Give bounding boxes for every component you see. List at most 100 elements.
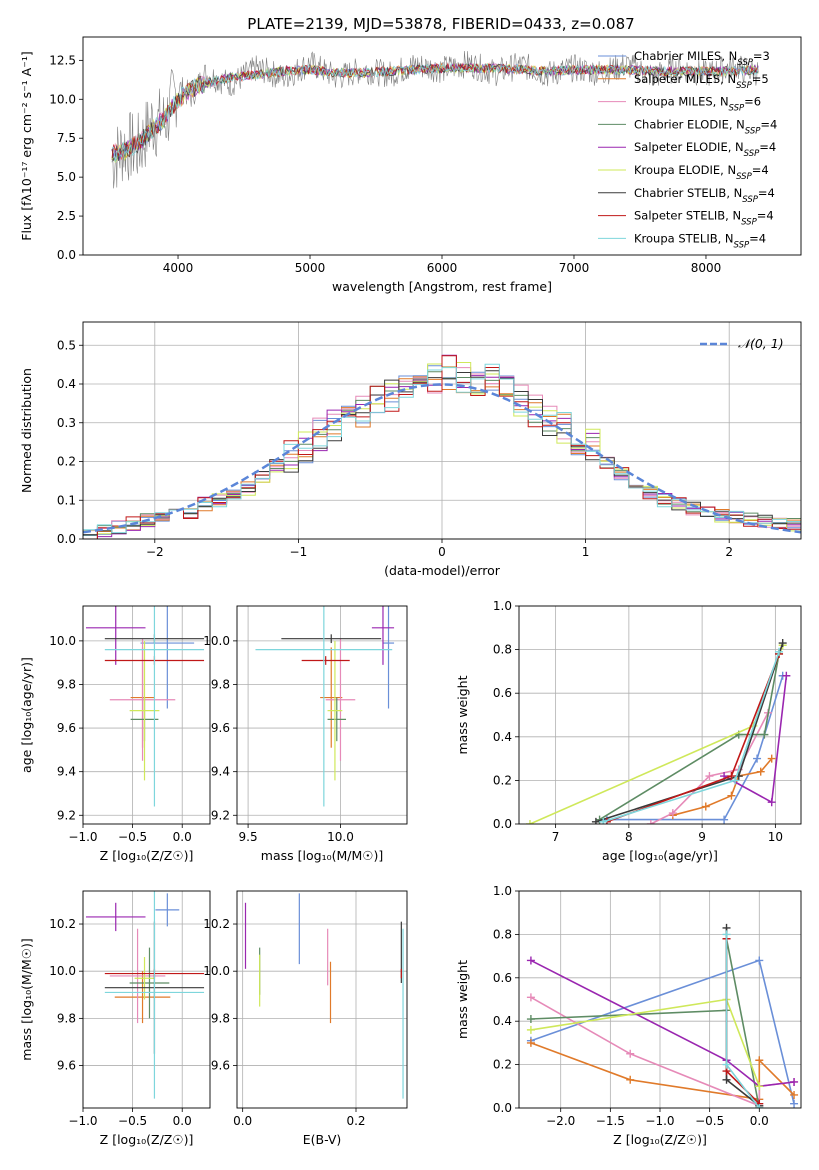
mass_weight_vs_age-weight-marker (767, 754, 776, 763)
mass_weight_vs_age-ytick-label: 1.0 (493, 599, 512, 613)
mass_weight_vs_Z-xlabel: Z [log₁₀(Z/Z☉)] (613, 1132, 707, 1147)
mass_vs_Z-ylabel: mass [log₁₀(M/M☉)] (19, 938, 34, 1060)
mass_vs_Z-ytick-label: 10.0 (49, 964, 76, 978)
mass_weight_vs_age-weight-marker (591, 817, 600, 824)
age_vs_Z-xlabel: Z [log₁₀(Z/Z☉)] (100, 848, 194, 863)
mass_weight_vs_Z-ytick-label: 0.6 (493, 971, 512, 985)
mass_weight_vs_Z-weight-marker (755, 1082, 764, 1091)
mass_weight_vs_Z-weight-marker (526, 1038, 535, 1047)
age_vs_Z-ytick-label: 10.0 (49, 634, 76, 648)
mass_weight_vs_age-ytick-label: 0.6 (493, 686, 512, 700)
mass_vs_Z-ytick-label: 9.6 (57, 1059, 76, 1073)
residuals-ytick-label: 0.3 (57, 416, 76, 430)
mass_weight_vs_age-weight-marker (705, 772, 714, 781)
mass_weight_vs_age-weight-marker (753, 754, 762, 763)
residual-histogram-step (83, 355, 801, 539)
age_vs_mass-ytick-label: 9.4 (211, 765, 230, 779)
normal-distribution-curve (83, 383, 801, 534)
age_vs_mass-ytick-label: 9.2 (211, 808, 230, 822)
mass_weight_vs_Z-ytick-label: 1.0 (493, 884, 512, 898)
mass_vs_Z-xtick-label: 0.0 (173, 1114, 192, 1128)
mass_weight_vs_age-weight-marker (525, 820, 534, 824)
residuals-xlabel: (data-model)/error (384, 563, 501, 578)
mass_weight_vs_age-weight-marker (599, 817, 608, 824)
mass_vs_EBV-xtick-label: 0.0 (233, 1114, 252, 1128)
residuals-ytick-label: 0.2 (57, 455, 76, 469)
residuals-xtick-label: 1 (582, 545, 590, 559)
mass_weight_vs_age-ytick-label: 0.2 (493, 773, 512, 787)
mass_vs_Z-frame (82, 890, 211, 1109)
mass_weight_vs_Z-weight-marker (526, 956, 535, 965)
age_vs_mass-xtick-label: 10.0 (327, 830, 354, 844)
mass_weight_vs_age-weight-marker (775, 647, 784, 656)
mass_weight_vs_age-weight-marker (646, 820, 655, 824)
mass_weight_vs_Z-weight-marker (790, 1099, 799, 1108)
mass_weight_vs_age-weight-marker (731, 776, 740, 785)
mass_weight_vs_age-weight-marker (668, 809, 677, 818)
spectrum-plot-area (111, 50, 759, 189)
residuals-plot-area (83, 354, 801, 539)
mass_weight_vs_age-xtick-label: 10 (768, 830, 783, 844)
mass_weight_vs_age-xtick-label: 9 (698, 830, 706, 844)
age_vs_Z-xtick-label: −1.0 (68, 830, 97, 844)
residuals-ytick-label: 0.1 (57, 493, 76, 507)
legend-entry-label: Salpeter ELODIE, NSSP=4 (634, 140, 776, 159)
age_vs_Z-ytick-label: 9.6 (57, 721, 76, 735)
mass_weight_vs_age-xlabel: age [log₁₀(age/yr)] (602, 848, 718, 863)
age_vs_Z-plot-area (85, 606, 205, 807)
mass_weight_vs_Z-weight-marker (722, 1060, 731, 1069)
mass_weight_vs_Z-ytick-label: 0.8 (493, 927, 512, 941)
spectrum-xtick-label: 4000 (163, 261, 194, 275)
mass_weight_vs_Z-weight-marker (722, 1075, 731, 1084)
spectrum-model-line (111, 62, 759, 162)
age_vs_Z-ytick-label: 9.2 (57, 808, 76, 822)
residuals-ytick-label: 0.0 (57, 532, 76, 546)
age_vs_Z-xtick-label: −0.5 (118, 830, 147, 844)
mass_weight_vs_age-frame (518, 605, 802, 825)
residuals-ytick-label: 0.5 (57, 338, 76, 352)
spectrum-ytick-label: 10.0 (49, 92, 76, 106)
age_vs_mass-ytick-label: 9.8 (211, 677, 230, 691)
mass_weight_vs_Z-weight-marker (626, 1075, 635, 1084)
mass_weight_vs_age-weight-marker (701, 802, 710, 811)
legend-entry-label: Salpeter STELIB, NSSP=4 (634, 209, 774, 228)
residuals-xtick-label: −1 (290, 545, 308, 559)
legend-entry-label: Kroupa MILES, NSSP=6 (634, 95, 761, 114)
mass_weight_vs_Z-weight-line (530, 959, 795, 1088)
mass_weight_vs_Z-weight-line (530, 998, 761, 1087)
residuals-frame (82, 321, 802, 540)
mass_weight_vs_age-plot-area (525, 639, 791, 824)
mass_vs_Z-plot-area (85, 891, 205, 1099)
legend-entry-label: Kroupa STELIB, NSSP=4 (634, 231, 766, 250)
mass_weight_vs_Z-xtick-label: 0.0 (750, 1114, 769, 1128)
legend-normal-label: 𝒩(0, 1) (738, 336, 784, 351)
legend-entry-label: Chabrier MILES, NSSP=3 (634, 49, 770, 68)
mass_weight_vs_Z-weight-marker (755, 1056, 764, 1065)
age_vs_mass-frame (236, 605, 408, 825)
mass_weight_vs_age-weight-marker (767, 798, 776, 807)
spectrum-xtick-label: 8000 (691, 261, 722, 275)
mass_weight_vs_age-xtick-label: 7 (552, 830, 560, 844)
mass_weight_vs_Z-weight-marker (626, 1049, 635, 1058)
spectrum-ytick-label: 7.5 (57, 131, 76, 145)
spectrum-ytick-label: 5.0 (57, 170, 76, 184)
age_vs_mass-xlabel: mass [log₁₀(M/M☉)] (261, 848, 383, 863)
mass_weight_vs_Z-xtick-label: −0.5 (695, 1114, 724, 1128)
mass_weight_vs_age-weight-marker (756, 767, 765, 776)
spectrum-xlabel: wavelength [Angstrom, rest frame] (332, 279, 552, 294)
mass_weight_vs_Z-xtick-label: −2.0 (546, 1114, 575, 1128)
residuals-xtick-label: 0 (438, 545, 446, 559)
mass_vs_EBV-xtick-label: 0.2 (346, 1114, 365, 1128)
age_vs_Z-ylabel: age [log₁₀(age/yr)] (19, 657, 34, 773)
mass_vs_EBV-ytick-label: 9.6 (211, 1059, 230, 1073)
mass_weight_vs_Z-weight-marker (755, 1104, 764, 1108)
legend-entry-label: Chabrier ELODIE, NSSP=4 (634, 117, 777, 136)
spectrum-xtick-label: 6000 (427, 261, 458, 275)
spectrum-ytick-label: 0.0 (57, 248, 76, 262)
mass_weight_vs_age-ytick-label: 0.8 (493, 643, 512, 657)
age_vs_Z-xtick-label: 0.0 (173, 830, 192, 844)
mass_weight_vs_age-weight-marker (727, 772, 736, 781)
spectrum-frame (82, 36, 802, 256)
legend-entry-label: Kroupa ELODIE, NSSP=4 (634, 163, 769, 182)
